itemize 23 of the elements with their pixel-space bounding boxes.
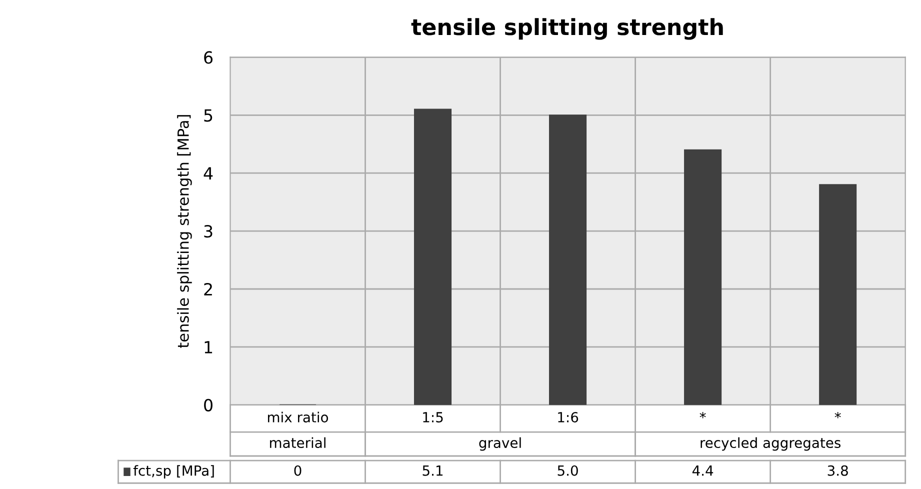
x-tick-label: mix ratio <box>268 412 328 422</box>
y-tick-label: 5 <box>204 109 212 122</box>
text: recycled aggregates <box>700 437 840 451</box>
data-label: 5.1 <box>422 466 443 476</box>
y-tick-label: 1 <box>204 341 212 354</box>
y-tick-label: 2 <box>204 282 212 296</box>
text: material <box>270 437 326 448</box>
x-tick-label: * <box>834 412 841 418</box>
y-tick-label: 3 <box>204 225 212 238</box>
y-tick-label: 0 <box>204 398 212 412</box>
data-label: 5.0 <box>558 465 578 476</box>
text: gravel <box>479 437 521 451</box>
y-tick-label: 6 <box>204 51 213 64</box>
x-tick-label: 1:5 <box>423 412 443 422</box>
legend-label: fct,sp [MPa] <box>133 465 214 479</box>
y-axis-title: tensile splitting strength [MPa] <box>177 115 192 348</box>
data-label: 4.4 <box>692 466 714 476</box>
chart-title: tensile splitting strength <box>411 18 723 40</box>
x-tick-label: * <box>700 412 706 418</box>
x-tick-label: 1:6 <box>558 412 578 422</box>
data-label: 0 <box>294 465 302 476</box>
data-label: 3.8 <box>828 465 848 476</box>
y-tick-label: 4 <box>204 167 213 180</box>
